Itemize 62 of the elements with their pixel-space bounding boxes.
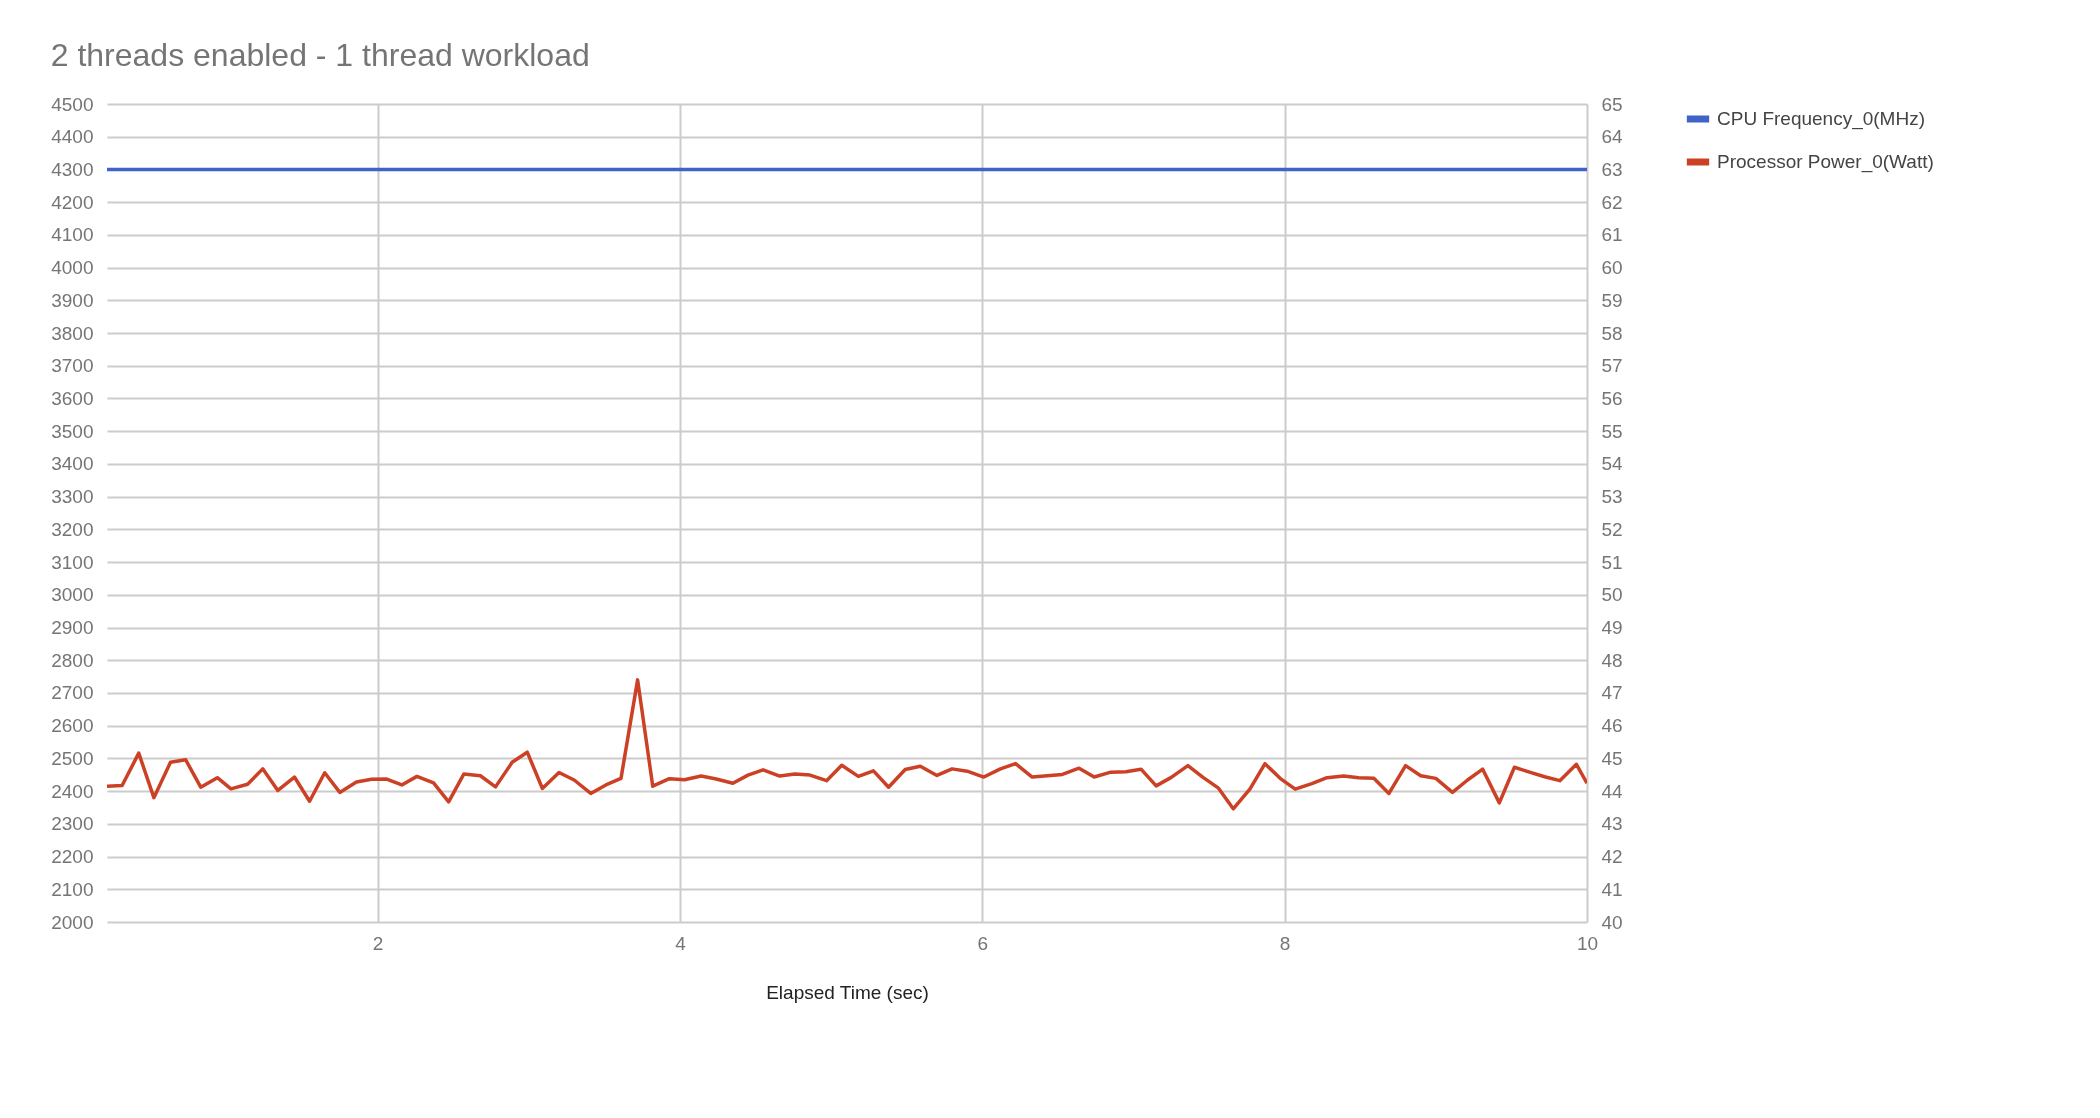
- legend-label: CPU Frequency_0(MHz): [1717, 108, 1925, 130]
- y2-tick-label: 47: [1601, 682, 1623, 704]
- y2-tick-label: 62: [1601, 191, 1623, 213]
- y2-tick-label: 56: [1601, 387, 1623, 409]
- y2-tick-label: 54: [1601, 453, 1624, 475]
- y2-tick-label: 41: [1601, 878, 1623, 900]
- y2-tick-label: 64: [1601, 126, 1624, 148]
- y-tick-label: 3500: [51, 420, 94, 442]
- y-tick-label: 3900: [51, 289, 94, 311]
- y-tick-label: 3400: [51, 453, 94, 475]
- y2-tick-label: 40: [1601, 911, 1623, 933]
- y-tick-label: 2000: [51, 911, 94, 933]
- y-tick-label: 2800: [51, 649, 94, 671]
- y-tick-label: 3800: [51, 322, 94, 344]
- y2-tick-label: 45: [1601, 747, 1623, 769]
- y-tick-label: 2100: [51, 878, 94, 900]
- y-tick-label: 2600: [51, 715, 94, 737]
- x-tick-label: 4: [675, 932, 687, 954]
- y-tick-label: 4400: [51, 126, 94, 148]
- y2-tick-label: 48: [1601, 649, 1623, 671]
- y2-tick-label: 51: [1601, 551, 1623, 573]
- y-tick-label: 4500: [51, 93, 94, 115]
- x-tick-label: 8: [1279, 932, 1291, 954]
- line-series: [107, 678, 1587, 811]
- y-tick-label: 2700: [51, 682, 94, 704]
- y2-tick-label: 61: [1601, 224, 1623, 246]
- y2-tick-label: 60: [1601, 257, 1623, 279]
- y-tick-label: 4000: [51, 257, 94, 279]
- y-tick-label: 3100: [51, 551, 94, 573]
- y2-tick-label: 53: [1601, 486, 1623, 508]
- y-tick-label: 3000: [51, 584, 94, 606]
- y2-tick-label: 44: [1601, 780, 1624, 802]
- y2-tick-label: 55: [1601, 420, 1623, 442]
- y-tick-label: 2200: [51, 846, 94, 868]
- y2-tick-label: 59: [1601, 289, 1623, 311]
- chart-title: 2 threads enabled - 1 thread workload: [50, 37, 590, 73]
- y2-tick-label: 42: [1601, 846, 1623, 868]
- y2-tick-label: 58: [1601, 322, 1623, 344]
- y-tick-label: 2900: [51, 617, 94, 639]
- y-tick-label: 2300: [51, 813, 94, 835]
- y-tick-label: 3600: [51, 387, 94, 409]
- y2-tick-label: 49: [1601, 617, 1623, 639]
- y2-tick-label: 43: [1601, 813, 1623, 835]
- y2-tick-label: 63: [1601, 158, 1623, 180]
- y-tick-label: 3700: [51, 355, 94, 377]
- y-tick-label: 4100: [51, 224, 94, 246]
- legend-label: Processor Power_0(Watt): [1717, 151, 1934, 173]
- y-tick-label: 4300: [51, 158, 94, 180]
- y2-tick-label: 50: [1601, 584, 1623, 606]
- x-tick-label: 2: [372, 932, 384, 954]
- x-tick-label: 6: [977, 932, 989, 954]
- y-tick-label: 3200: [51, 518, 94, 540]
- y2-tick-label: 57: [1601, 355, 1623, 377]
- y2-tick-label: 52: [1601, 518, 1623, 540]
- y-tick-label: 2400: [51, 780, 94, 802]
- x-axis-title: Elapsed Time (sec): [766, 981, 929, 1003]
- y-tick-label: 4200: [51, 191, 94, 213]
- x-tick-label: 10: [1576, 932, 1599, 954]
- y2-tick-label: 65: [1601, 93, 1623, 115]
- y-tick-label: 2500: [51, 747, 94, 769]
- y-tick-label: 3300: [51, 486, 94, 508]
- y2-tick-label: 46: [1601, 715, 1623, 737]
